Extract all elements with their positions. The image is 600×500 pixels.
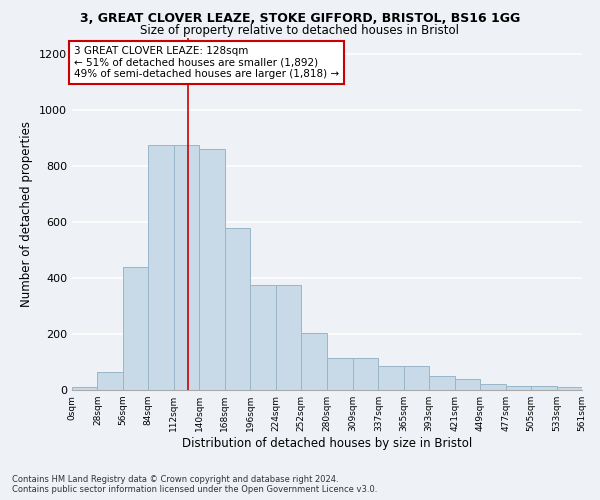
Y-axis label: Number of detached properties: Number of detached properties	[20, 120, 34, 306]
Bar	[275, 285, 301, 390]
Text: Size of property relative to detached houses in Bristol: Size of property relative to detached ho…	[140, 24, 460, 37]
Bar	[455, 379, 480, 390]
X-axis label: Distribution of detached houses by size in Bristol: Distribution of detached houses by size …	[182, 437, 472, 450]
Bar	[199, 150, 225, 390]
Bar	[301, 332, 326, 390]
Bar	[174, 145, 199, 390]
Bar	[557, 387, 582, 390]
Bar	[404, 366, 429, 390]
Bar	[531, 386, 557, 390]
Bar	[97, 372, 123, 390]
Text: 3, GREAT CLOVER LEAZE, STOKE GIFFORD, BRISTOL, BS16 1GG: 3, GREAT CLOVER LEAZE, STOKE GIFFORD, BR…	[80, 12, 520, 26]
Bar	[379, 366, 404, 390]
Text: 3 GREAT CLOVER LEAZE: 128sqm
← 51% of detached houses are smaller (1,892)
49% of: 3 GREAT CLOVER LEAZE: 128sqm ← 51% of de…	[74, 46, 339, 79]
Bar	[429, 376, 455, 390]
Bar	[123, 267, 148, 390]
Bar	[480, 384, 506, 390]
Bar	[353, 358, 379, 390]
Bar	[326, 358, 353, 390]
Bar	[250, 285, 275, 390]
Bar	[225, 228, 250, 390]
Bar	[72, 387, 97, 390]
Bar	[148, 145, 174, 390]
Text: Contains HM Land Registry data © Crown copyright and database right 2024.
Contai: Contains HM Land Registry data © Crown c…	[12, 474, 377, 494]
Bar	[506, 386, 531, 390]
